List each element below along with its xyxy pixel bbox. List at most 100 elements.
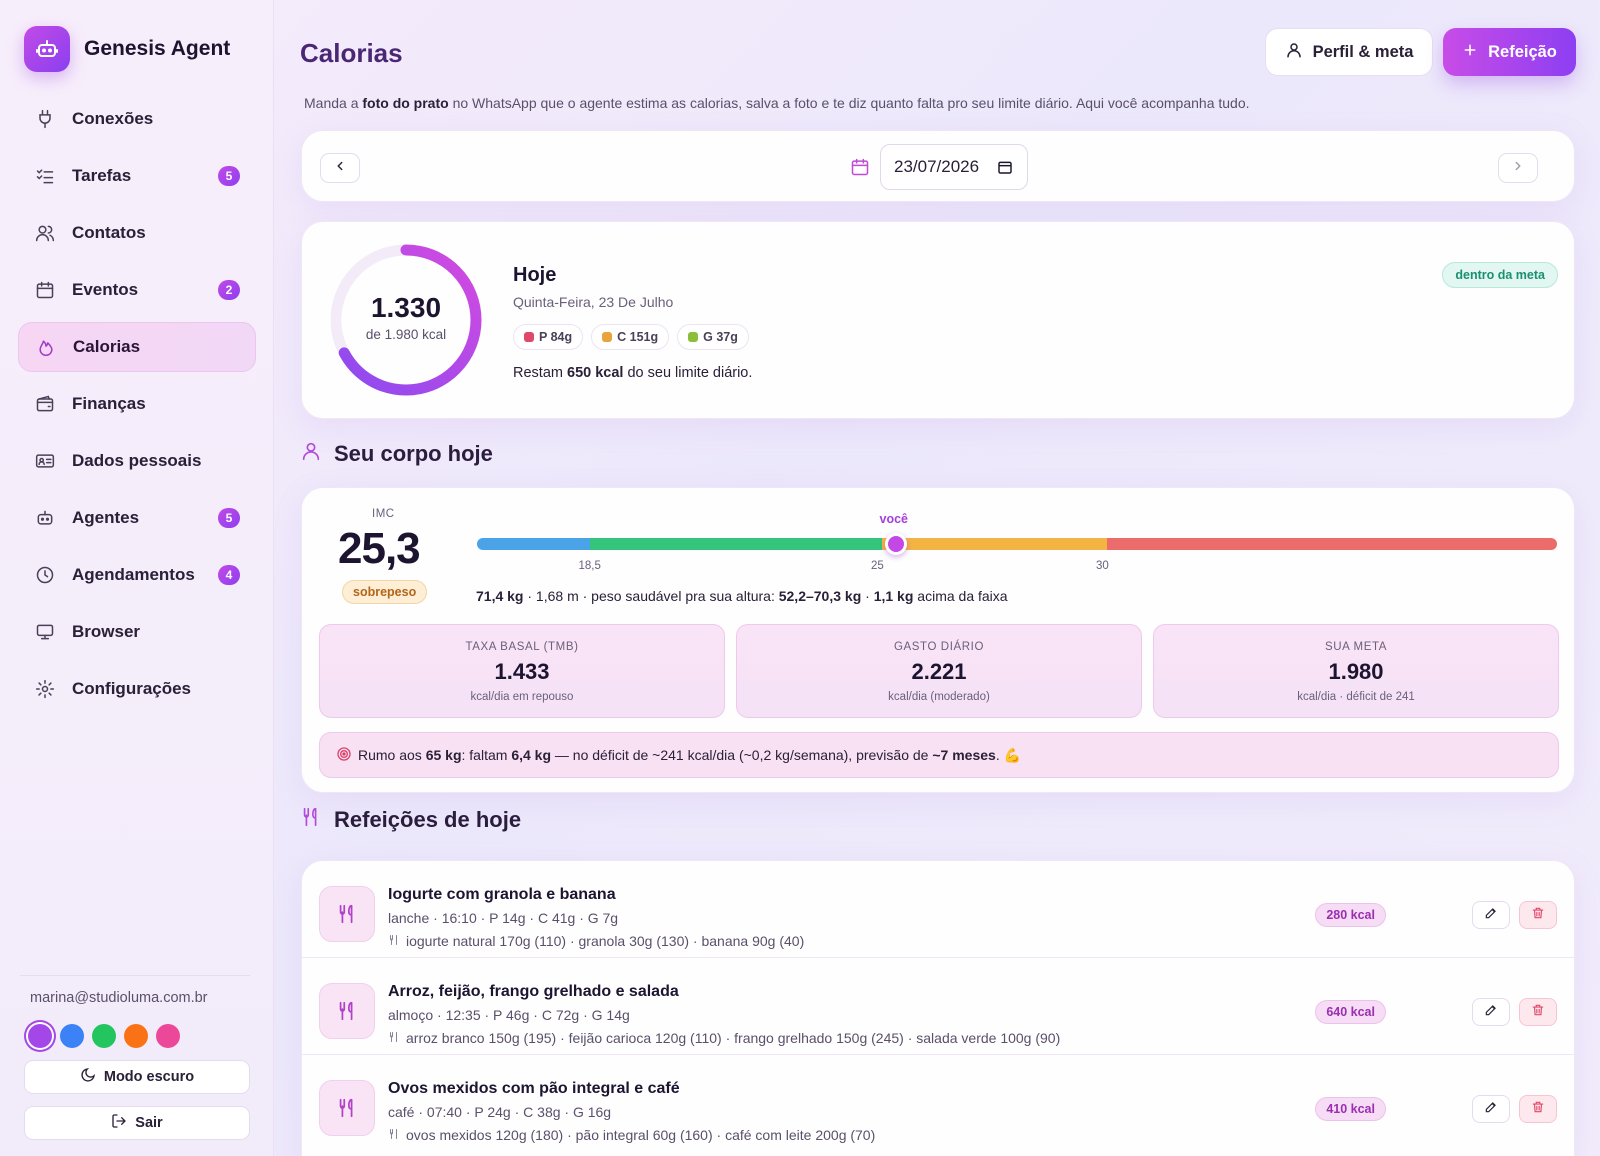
body-measurements: 71,4 kg · 1,68 m · peso saudável pra sua… xyxy=(476,588,1008,604)
stat-sub: kcal/dia (moderado) xyxy=(888,691,990,703)
profile-goal-button[interactable]: Perfil & meta xyxy=(1265,28,1433,76)
dark-mode-label: Modo escuro xyxy=(103,1069,195,1085)
trash-icon xyxy=(1531,1100,1545,1119)
edit-meal-button[interactable] xyxy=(1472,998,1510,1026)
sidebar-item-agendamentos[interactable]: Agendamentos 4 xyxy=(18,550,256,600)
sidebar-item-eventos[interactable]: Eventos 2 xyxy=(18,265,256,315)
count-badge: 5 xyxy=(218,508,240,528)
trash-icon xyxy=(1531,1003,1545,1022)
theme-color-swatch[interactable] xyxy=(92,1024,116,1048)
theme-color-swatch[interactable] xyxy=(60,1024,84,1048)
ingredients-text: iogurte natural 170g (110) · granola 30g… xyxy=(406,933,805,949)
utensils-icon xyxy=(388,1030,400,1046)
bmi-segment-obese xyxy=(1107,538,1557,550)
stat-value: 1.433 xyxy=(494,659,550,684)
moon-icon xyxy=(80,1067,96,1087)
count-badge: 2 xyxy=(218,280,240,300)
remaining-text: do seu limite diário. xyxy=(623,365,753,381)
next-day-button[interactable] xyxy=(1498,153,1538,183)
stat-value: 2.221 xyxy=(911,659,967,684)
sidebar-item-financas[interactable]: Finanças xyxy=(18,379,256,429)
theme-color-swatch[interactable] xyxy=(124,1024,148,1048)
bmi-marker xyxy=(884,533,907,555)
ingredients-text: ovos mexidos 120g (180) · pão integral 6… xyxy=(406,1127,876,1143)
plug-icon xyxy=(34,108,56,130)
calendar-picker-icon[interactable] xyxy=(997,159,1013,180)
imc-value: 25,3 xyxy=(338,524,421,573)
meal-name: Arroz, feijão, frango grelhado e salada xyxy=(388,983,679,1000)
macro-protein-chip: P 84g xyxy=(513,324,584,350)
dark-mode-button[interactable]: Modo escuro xyxy=(24,1060,250,1094)
macro-label: G 37g xyxy=(703,330,738,344)
sidebar-item-conexoes[interactable]: Conexões xyxy=(18,94,256,144)
stat-box-tmb: TAXA BASAL (TMB) 1.433 kcal/dia em repou… xyxy=(319,624,725,718)
id-card-icon xyxy=(34,450,56,472)
theme-color-swatch[interactable] xyxy=(156,1024,180,1048)
sidebar-item-calorias[interactable]: Calorias xyxy=(18,322,256,372)
date-input[interactable]: 23/07/2026 xyxy=(880,144,1028,190)
section-title-text: Refeições de hoje xyxy=(334,807,522,832)
goal-projection-note: Rumo aos 65 kg: faltam 6,4 kg — no défic… xyxy=(319,732,1559,778)
list-item[interactable]: Iogurte com granola e banana lanche · 16… xyxy=(302,861,1576,958)
sidebar-item-agentes[interactable]: Agentes 5 xyxy=(18,493,256,543)
status-badge: dentro da meta xyxy=(1442,262,1558,288)
theme-color-swatch[interactable] xyxy=(28,1024,52,1048)
calories-consumed: 1.330 xyxy=(370,292,442,323)
utensils-icon xyxy=(388,1127,400,1143)
sidebar-item-label: Tarefas xyxy=(72,166,132,185)
calendar-icon xyxy=(850,157,870,182)
calorie-progress-ring xyxy=(330,244,482,396)
edit-meal-button[interactable] xyxy=(1472,1095,1510,1123)
meal-ingredients: arroz branco 150g (195) · feijão carioca… xyxy=(388,1030,1060,1046)
utensils-icon xyxy=(388,933,400,949)
sidebar-item-dados-pessoais[interactable]: Dados pessoais xyxy=(18,436,256,486)
meat-icon xyxy=(524,332,534,342)
body-section-title: Seu corpo hoje xyxy=(300,440,493,468)
meal-kcal-badge: 410 kcal xyxy=(1315,1097,1386,1121)
stats-text: · 1,68 m · peso saudável pra sua altura: xyxy=(523,588,779,604)
user-icon xyxy=(300,440,322,468)
sidebar-item-label: Eventos xyxy=(72,280,139,299)
bmi-tick-label: 25 xyxy=(871,560,884,572)
fork-knife-icon xyxy=(319,886,375,942)
date-picker-card: 23/07/2026 xyxy=(301,130,1575,202)
macro-carbs-chip: C 151g xyxy=(591,324,670,350)
delete-meal-button[interactable] xyxy=(1519,998,1557,1026)
count-badge: 5 xyxy=(218,166,240,186)
target-icon xyxy=(336,746,352,765)
stat-label: GASTO DIÁRIO xyxy=(893,641,985,653)
remaining-calories: Restam 650 kcal do seu limite diário. xyxy=(513,365,752,381)
add-meal-button[interactable]: Refeição xyxy=(1443,28,1576,76)
bmi-segment-overweight xyxy=(882,538,1107,550)
sidebar-nav: Conexões Tarefas 5 Contatos Eventos 2 xyxy=(18,94,256,721)
healthy-range: 52,2–70,3 kg xyxy=(778,588,862,604)
list-item[interactable]: Ovos mexidos com pão integral e café caf… xyxy=(302,1055,1576,1152)
list-item[interactable]: Arroz, feijão, frango grelhado e salada … xyxy=(302,958,1576,1055)
imc-status-badge: sobrepeso xyxy=(342,580,428,604)
stat-sub: kcal/dia em repouso xyxy=(470,691,574,703)
sidebar-item-label: Agentes xyxy=(72,508,140,527)
macro-chips: P 84g C 151g G 37g xyxy=(513,324,749,350)
pencil-icon xyxy=(1484,1003,1498,1022)
sidebar-item-contatos[interactable]: Contatos xyxy=(18,208,256,258)
sidebar-item-configuracoes[interactable]: Configurações xyxy=(18,664,256,714)
avocado-icon xyxy=(688,332,699,342)
delete-meal-button[interactable] xyxy=(1519,901,1557,929)
bmi-segment-underweight xyxy=(477,538,590,550)
brand[interactable]: Genesis Agent xyxy=(24,26,230,72)
gear-icon xyxy=(34,678,56,700)
app-name: Genesis Agent xyxy=(84,37,231,60)
meal-meta: almoço · 12:35 · P 46g · C 72g · G 14g xyxy=(388,1007,630,1023)
bmi-tick-label: 18,5 xyxy=(578,560,601,572)
sidebar-item-browser[interactable]: Browser xyxy=(18,607,256,657)
sidebar-item-tarefas[interactable]: Tarefas 5 xyxy=(18,151,256,201)
previous-day-button[interactable] xyxy=(320,153,360,183)
stat-box-goal: SUA META 1.980 kcal/dia · déficit de 241 xyxy=(1153,624,1559,718)
meals-section-title: Refeições de hoje xyxy=(300,806,521,834)
imc-label: IMC xyxy=(372,508,395,520)
logout-button[interactable]: Sair xyxy=(24,1106,250,1140)
edit-meal-button[interactable] xyxy=(1472,901,1510,929)
delete-meal-button[interactable] xyxy=(1519,1095,1557,1123)
meal-ingredients: iogurte natural 170g (110) · granola 30g… xyxy=(388,933,804,949)
sidebar-item-label: Browser xyxy=(72,622,141,641)
